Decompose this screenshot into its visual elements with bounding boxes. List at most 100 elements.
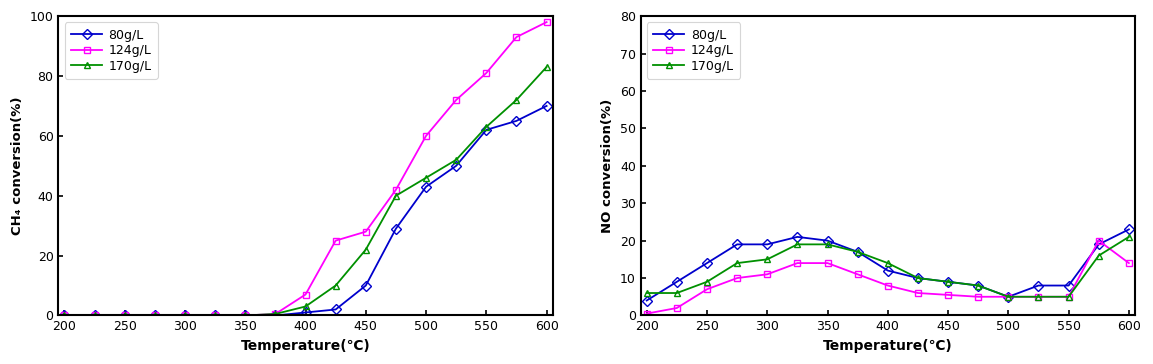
Line: 124g/L: 124g/L bbox=[643, 237, 1132, 317]
124g/L bbox=[58, 313, 71, 318]
124g/L bbox=[1032, 294, 1046, 299]
124g/L bbox=[941, 293, 955, 297]
80g/L bbox=[88, 313, 101, 318]
124g/L bbox=[480, 71, 493, 75]
80g/L bbox=[640, 298, 654, 303]
80g/L bbox=[911, 276, 925, 280]
124g/L bbox=[700, 287, 714, 292]
124g/L bbox=[971, 294, 985, 299]
170g/L bbox=[1122, 235, 1136, 239]
170g/L bbox=[118, 313, 131, 318]
124g/L bbox=[299, 292, 312, 297]
170g/L bbox=[329, 283, 342, 288]
80g/L bbox=[389, 226, 402, 231]
80g/L bbox=[730, 242, 744, 246]
80g/L bbox=[881, 268, 895, 273]
80g/L bbox=[178, 313, 191, 318]
170g/L bbox=[700, 280, 714, 284]
170g/L bbox=[1002, 294, 1016, 299]
170g/L bbox=[791, 242, 805, 246]
170g/L bbox=[209, 313, 223, 318]
170g/L bbox=[510, 98, 523, 102]
124g/L bbox=[450, 98, 464, 102]
124g/L bbox=[851, 272, 865, 277]
170g/L bbox=[1062, 294, 1076, 299]
Y-axis label: CH₄ conversion(%): CH₄ conversion(%) bbox=[12, 96, 24, 235]
170g/L bbox=[821, 242, 835, 246]
124g/L bbox=[911, 291, 925, 295]
80g/L bbox=[269, 313, 282, 318]
124g/L bbox=[1092, 238, 1106, 243]
170g/L bbox=[971, 283, 985, 288]
124g/L bbox=[88, 313, 101, 318]
124g/L bbox=[640, 312, 654, 316]
170g/L bbox=[88, 313, 101, 318]
124g/L bbox=[540, 20, 553, 24]
170g/L bbox=[58, 313, 71, 318]
80g/L bbox=[510, 119, 523, 123]
170g/L bbox=[420, 175, 434, 180]
170g/L bbox=[881, 261, 895, 265]
170g/L bbox=[670, 291, 684, 295]
80g/L bbox=[148, 313, 161, 318]
124g/L bbox=[670, 306, 684, 310]
124g/L bbox=[760, 272, 774, 277]
80g/L bbox=[1092, 242, 1106, 246]
170g/L bbox=[359, 248, 372, 252]
170g/L bbox=[299, 304, 312, 309]
80g/L bbox=[1002, 294, 1016, 299]
170g/L bbox=[540, 65, 553, 69]
170g/L bbox=[389, 194, 402, 198]
80g/L bbox=[480, 128, 493, 132]
124g/L bbox=[1122, 261, 1136, 265]
170g/L bbox=[480, 125, 493, 129]
124g/L bbox=[118, 313, 131, 318]
170g/L bbox=[1092, 253, 1106, 258]
124g/L bbox=[730, 276, 744, 280]
124g/L bbox=[389, 187, 402, 192]
Line: 80g/L: 80g/L bbox=[61, 102, 550, 319]
124g/L bbox=[359, 229, 372, 234]
80g/L bbox=[1032, 283, 1046, 288]
80g/L bbox=[760, 242, 774, 246]
80g/L bbox=[118, 313, 131, 318]
170g/L bbox=[239, 313, 253, 318]
X-axis label: Temperature(℃): Temperature(℃) bbox=[823, 339, 952, 353]
170g/L bbox=[269, 312, 282, 316]
124g/L bbox=[420, 134, 434, 138]
170g/L bbox=[911, 276, 925, 280]
124g/L bbox=[881, 283, 895, 288]
124g/L bbox=[269, 312, 282, 316]
170g/L bbox=[941, 280, 955, 284]
124g/L bbox=[329, 238, 342, 243]
80g/L bbox=[540, 104, 553, 108]
80g/L bbox=[299, 310, 312, 314]
Legend: 80g/L, 124g/L, 170g/L: 80g/L, 124g/L, 170g/L bbox=[65, 22, 158, 79]
Line: 170g/L: 170g/L bbox=[61, 64, 550, 319]
Line: 170g/L: 170g/L bbox=[643, 233, 1132, 300]
Line: 124g/L: 124g/L bbox=[61, 19, 550, 319]
124g/L bbox=[1002, 294, 1016, 299]
124g/L bbox=[791, 261, 805, 265]
124g/L bbox=[510, 35, 523, 39]
170g/L bbox=[851, 250, 865, 254]
124g/L bbox=[209, 313, 223, 318]
80g/L bbox=[359, 283, 372, 288]
124g/L bbox=[239, 313, 253, 318]
80g/L bbox=[971, 283, 985, 288]
80g/L bbox=[239, 313, 253, 318]
170g/L bbox=[730, 261, 744, 265]
80g/L bbox=[1122, 227, 1136, 232]
124g/L bbox=[1062, 294, 1076, 299]
170g/L bbox=[1032, 294, 1046, 299]
124g/L bbox=[178, 313, 191, 318]
124g/L bbox=[148, 313, 161, 318]
80g/L bbox=[209, 313, 223, 318]
80g/L bbox=[1062, 283, 1076, 288]
Legend: 80g/L, 124g/L, 170g/L: 80g/L, 124g/L, 170g/L bbox=[647, 22, 740, 79]
80g/L bbox=[941, 280, 955, 284]
80g/L bbox=[58, 313, 71, 318]
80g/L bbox=[821, 238, 835, 243]
Y-axis label: NO conversion(%): NO conversion(%) bbox=[601, 99, 615, 233]
80g/L bbox=[329, 307, 342, 312]
